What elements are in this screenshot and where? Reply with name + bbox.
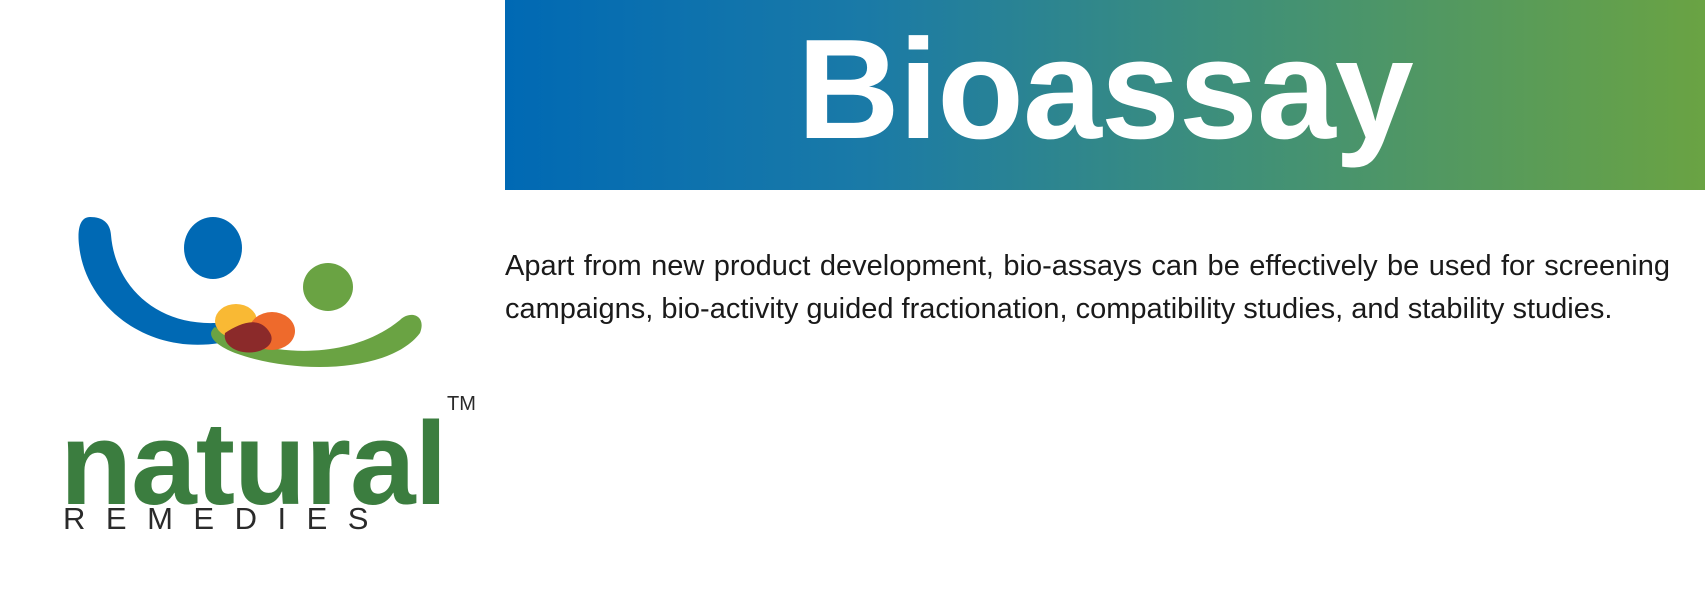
logo-subtitle: REMEDIES <box>63 501 389 536</box>
maroon-overlap-shape <box>224 322 272 353</box>
green-swoosh-shape <box>211 314 422 367</box>
logo-wordmark: natural <box>60 398 447 530</box>
description-text: Apart from new product development, bio-… <box>505 250 1670 325</box>
title-banner: Bioassay <box>505 0 1705 190</box>
green-head-shape <box>303 263 353 311</box>
trademark-symbol: TM <box>447 393 476 415</box>
blue-head-shape <box>184 217 242 279</box>
natural-remedies-logo-icon <box>78 217 422 367</box>
page-title: Bioassay <box>797 10 1414 169</box>
blue-swoosh-shape <box>78 217 235 345</box>
natural-remedies-logo: natural TM REMEDIES <box>55 205 495 536</box>
